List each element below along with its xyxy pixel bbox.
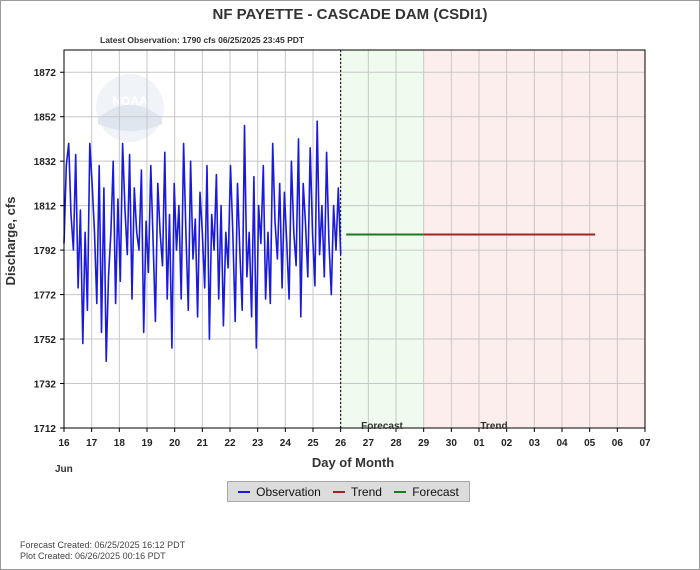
x-tick-label: 26 xyxy=(335,438,347,449)
legend-trend-label: Trend xyxy=(351,484,382,499)
y-tick-label: 1732 xyxy=(34,380,57,391)
x-tick-label: 04 xyxy=(556,438,568,449)
y-tick-label: 1872 xyxy=(34,68,57,79)
observation-series-line xyxy=(63,120,342,363)
y-axis-label: Discharge, cfs xyxy=(3,197,18,286)
x-tick-label: 16 xyxy=(58,438,70,449)
x-tick-label: 06 xyxy=(612,438,624,449)
x-tick-label: 18 xyxy=(114,438,126,449)
x-tick-label: 17 xyxy=(86,438,98,449)
y-tick-label: 1812 xyxy=(34,202,57,213)
y-tick-label: 1832 xyxy=(34,157,57,168)
x-tick-label: 05 xyxy=(584,438,596,449)
x-tick-label: 02 xyxy=(501,438,513,449)
legend-forecast-label: Forecast xyxy=(412,484,459,499)
x-tick-label: 28 xyxy=(390,438,402,449)
x-tick-label: 07 xyxy=(639,438,651,449)
legend: Observation Trend Forecast xyxy=(227,481,470,502)
trend-swatch xyxy=(333,490,346,493)
x-tick-label: 29 xyxy=(418,438,430,449)
x-tick-label: 23 xyxy=(252,438,264,449)
trend-region-label: Trend xyxy=(480,421,507,432)
forecast-region xyxy=(340,50,424,428)
y-tick-label: 1752 xyxy=(34,335,57,346)
legend-observation: Observation xyxy=(238,485,321,499)
chart-title: NF PAYETTE - CASCADE DAM (CSDI1) xyxy=(212,6,487,23)
month-label: Jun xyxy=(55,464,73,475)
x-tick-label: 24 xyxy=(280,438,292,449)
forecast-swatch xyxy=(394,490,407,493)
legend-observation-label: Observation xyxy=(256,484,321,499)
x-tick-label: 25 xyxy=(307,438,319,449)
latest-observation-text: Latest Observation: 1790 cfs 06/25/2025 … xyxy=(100,35,305,45)
plot-created-text: Plot Created: 06/26/2025 00:16 PDT xyxy=(20,551,166,561)
noaa-logo-text: NOAA xyxy=(112,94,148,108)
y-tick-label: 1792 xyxy=(34,246,57,257)
x-tick-label: 19 xyxy=(141,438,153,449)
forecast-region-label: Forecast xyxy=(361,421,403,432)
x-tick-label: 21 xyxy=(197,438,209,449)
noaa-logo: NOAA xyxy=(96,74,164,142)
noaa-logo-wave xyxy=(98,105,162,131)
plot-border xyxy=(63,49,646,429)
x-tick-label: 20 xyxy=(169,438,181,449)
y-tick-label: 1852 xyxy=(34,113,57,124)
legend-trend: Trend xyxy=(333,485,382,499)
x-tick-label: 22 xyxy=(224,438,236,449)
x-tick-label: 01 xyxy=(473,438,485,449)
x-axis-label: Day of Month xyxy=(312,455,394,470)
legend-forecast: Forecast xyxy=(394,485,459,499)
y-tick-label: 1772 xyxy=(34,291,57,302)
y-tick-label: 1712 xyxy=(34,424,57,435)
x-tick-label: 03 xyxy=(529,438,541,449)
x-tick-label: 27 xyxy=(363,438,375,449)
observation-swatch xyxy=(238,490,251,493)
x-tick-label: 30 xyxy=(446,438,458,449)
forecast-created-text: Forecast Created: 06/25/2025 16:12 PDT xyxy=(20,540,186,550)
